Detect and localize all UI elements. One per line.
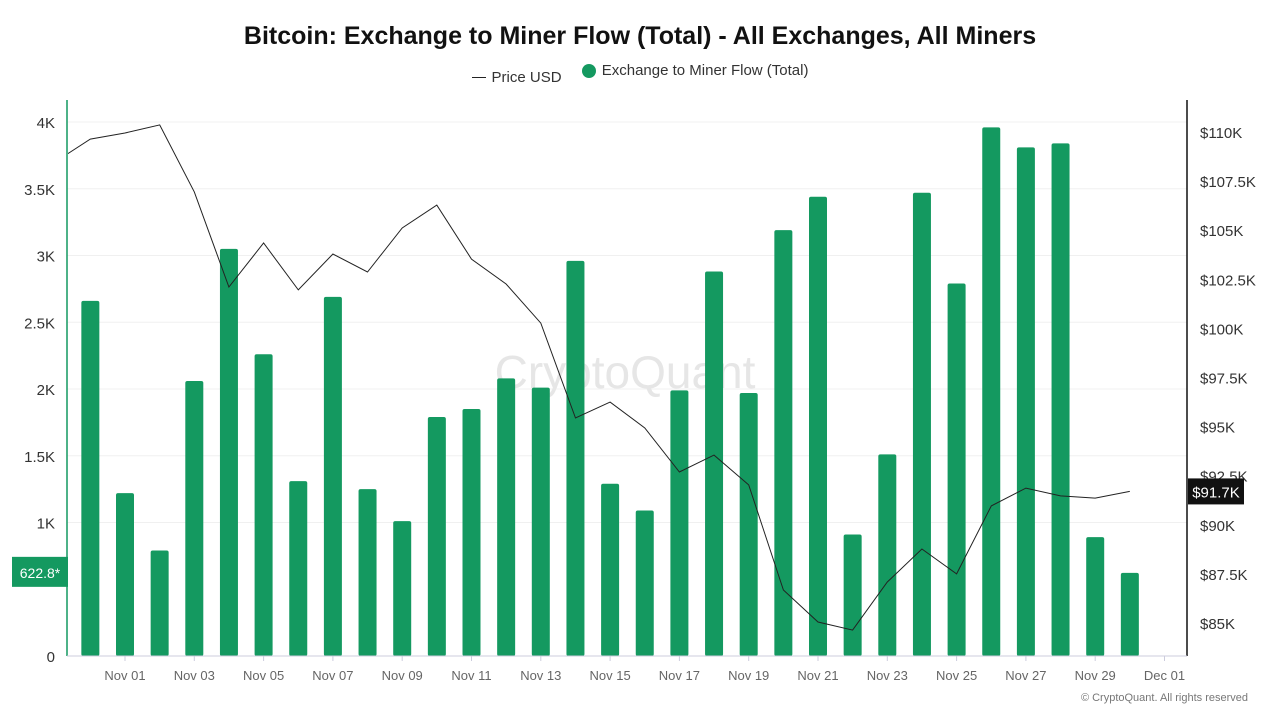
x-tick-label: Nov 17 — [659, 668, 700, 683]
x-tick-label: Nov 05 — [243, 668, 284, 683]
bar — [1120, 572, 1139, 656]
left-tick-label: 2.5K — [24, 315, 55, 332]
left-tick-label: 1K — [37, 516, 55, 533]
left-tick-label: 0 — [47, 649, 55, 666]
bar — [947, 283, 966, 656]
left-tick-label: 3.5K — [24, 182, 55, 199]
bar — [289, 481, 308, 656]
right-tick-label: $95K — [1200, 420, 1235, 437]
bar — [566, 260, 585, 656]
x-tick-label: Dec 01 — [1144, 668, 1185, 683]
bar — [635, 510, 654, 656]
right-tick-label: $102.5K — [1200, 272, 1256, 289]
left-tick-label: 1.5K — [24, 449, 55, 466]
bar — [809, 196, 827, 656]
x-tick-label: Nov 01 — [104, 668, 145, 683]
right-tick-label: $97.5K — [1200, 371, 1248, 388]
right-tick-label: $85K — [1200, 616, 1235, 633]
bar — [497, 378, 516, 656]
x-tick-label: Nov 11 — [451, 668, 491, 683]
right-tick-label: $100K — [1200, 321, 1243, 338]
x-tick-label: Nov 27 — [1005, 668, 1046, 683]
right-tick-label: $105K — [1200, 223, 1243, 240]
price-line — [68, 124, 1130, 631]
bar — [81, 300, 100, 656]
bar — [739, 393, 758, 656]
x-tick-label: Nov 23 — [867, 668, 908, 683]
last-flow-badge — [12, 556, 68, 587]
bar — [843, 534, 862, 656]
bar — [358, 489, 377, 656]
left-tick-label: 4K — [37, 115, 55, 132]
x-tick-label: Nov 15 — [589, 668, 630, 683]
x-tick-label: Nov 29 — [1075, 668, 1116, 683]
dot-swatch-icon — [581, 63, 596, 78]
chart-title: Bitcoin: Exchange to Miner Flow (Total) … — [243, 22, 1037, 50]
last-price-badge — [1188, 478, 1244, 505]
x-tick-label: Nov 07 — [312, 668, 353, 683]
x-tick-label: Nov 09 — [382, 668, 423, 683]
bar — [185, 380, 204, 656]
bar — [1016, 147, 1035, 657]
legend: Price USD Exchange to Miner Flow (Total) — [0, 62, 1280, 86]
legend-item-price[interactable]: Price USD — [471, 68, 562, 86]
bar — [219, 248, 238, 656]
bar — [670, 390, 689, 656]
bar — [912, 192, 931, 656]
bar — [705, 271, 724, 656]
bar — [1086, 537, 1105, 656]
bar — [878, 454, 897, 656]
copyright: © CryptoQuant. All rights reserved — [1080, 692, 1248, 704]
right-tick-label: $90K — [1200, 518, 1235, 535]
right-tick-label: $107.5K — [1200, 174, 1256, 191]
bar — [254, 354, 273, 656]
bar — [601, 483, 620, 656]
bar — [462, 409, 481, 656]
legend-label-price: Price USD — [491, 68, 562, 86]
bar — [531, 387, 550, 656]
right-tick-label: $110K — [1200, 125, 1242, 142]
x-tick-label: Nov 03 — [174, 668, 215, 683]
line-swatch-icon — [471, 76, 486, 78]
bar — [393, 521, 412, 656]
last-price-label: $91.7K — [1192, 484, 1240, 501]
x-tick-label: Nov 25 — [936, 668, 977, 683]
right-tick-label: $87.5K — [1200, 567, 1248, 584]
x-tick-label: Nov 21 — [797, 668, 838, 683]
bar — [116, 493, 134, 656]
legend-item-flow[interactable]: Exchange to Miner Flow (Total) — [581, 62, 809, 79]
x-tick-label: Nov 19 — [728, 668, 769, 683]
bar — [150, 550, 169, 656]
left-tick-label: 3K — [37, 249, 55, 266]
x-tick-label: Nov 13 — [520, 668, 561, 683]
bar — [427, 417, 446, 656]
bar — [1051, 143, 1070, 657]
bar — [774, 230, 793, 656]
left-tick-label: 2K — [37, 382, 55, 399]
bar — [323, 296, 342, 656]
last-flow-label: 622.8* — [20, 565, 61, 581]
legend-label-flow: Exchange to Miner Flow (Total) — [601, 62, 809, 79]
bar — [982, 127, 1001, 657]
